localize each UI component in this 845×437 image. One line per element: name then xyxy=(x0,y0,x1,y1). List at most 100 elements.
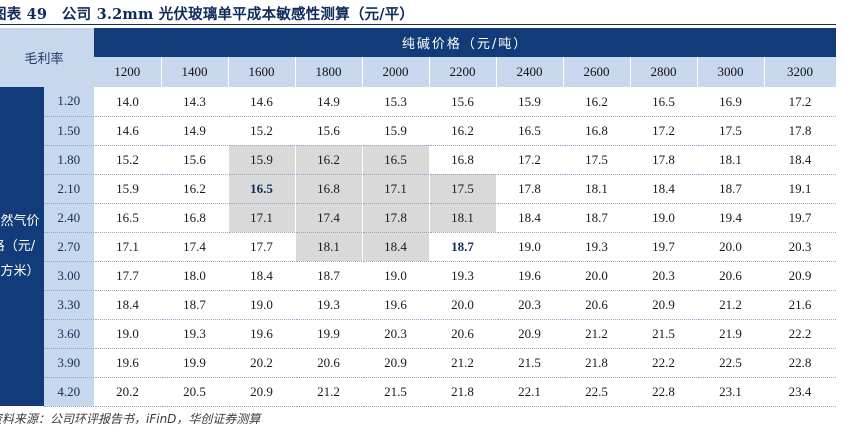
table-cell: 15.6 xyxy=(161,145,229,175)
table-cell: 18.4 xyxy=(228,261,296,291)
column-header-soda-ash-price: 2200 xyxy=(429,57,497,88)
table-cell: 21.2 xyxy=(697,290,765,320)
table-cell: 18.4 xyxy=(496,203,564,233)
column-header-soda-ash-price: 2800 xyxy=(630,57,698,88)
table-cell: 15.9 xyxy=(362,116,430,146)
table-cell: 16.8 xyxy=(161,203,229,233)
table-cell: 17.5 xyxy=(429,174,497,204)
table-cell: 20.9 xyxy=(496,319,564,349)
table-cell: 14.0 xyxy=(94,87,162,117)
table-cell: 20.3 xyxy=(496,290,564,320)
table-cell: 17.4 xyxy=(295,203,363,233)
table-cell: 18.1 xyxy=(295,232,363,262)
column-header-soda-ash-price: 1200 xyxy=(94,57,162,88)
column-header-row: 1200 1400 1600 1800 2000 2200 2400 2600 2800 3000… xyxy=(0,57,837,88)
row-header-gas-price: 1.50 xyxy=(44,116,95,146)
table-cell: 21.5 xyxy=(630,319,698,349)
table-cell: 21.2 xyxy=(429,348,497,378)
table-cell: 17.8 xyxy=(630,145,698,175)
table-cell: 15.3 xyxy=(362,87,430,117)
table-cell: 21.5 xyxy=(362,377,430,407)
table-cell: 20.5 xyxy=(161,377,229,407)
table-cell: 19.6 xyxy=(94,348,162,378)
table-cell: 15.2 xyxy=(228,116,296,146)
table-cell: 19.3 xyxy=(161,319,229,349)
table-cell: 15.2 xyxy=(94,145,162,175)
table-cell: 17.2 xyxy=(496,145,564,175)
row-header-gas-price: 1.20 xyxy=(44,87,95,117)
table-cell: 19.7 xyxy=(630,232,698,262)
table-cell: 16.2 xyxy=(295,145,363,175)
table-cell: 20.3 xyxy=(764,232,837,262)
row-header-gas-price: 3.00 xyxy=(44,261,95,291)
column-header-soda-ash-price: 3000 xyxy=(697,57,765,88)
table-cell: 20.2 xyxy=(94,377,162,407)
table-cell: 16.9 xyxy=(697,87,765,117)
table-cell: 16.8 xyxy=(295,174,363,204)
table-cell: 17.2 xyxy=(764,87,837,117)
table-cell: 19.0 xyxy=(94,319,162,349)
table-cell: 22.5 xyxy=(697,348,765,378)
row-header-gas-price: 2.70 xyxy=(44,232,95,262)
table-cell: 15.6 xyxy=(429,87,497,117)
table-title: 图表 49 公司 3.2mm 光伏玻璃单平成本敏感性测算（元/平） xyxy=(0,6,415,23)
table-cell: 17.4 xyxy=(161,232,229,262)
table-row: 3.90 19.6 19.9 20.2 20.6 20.9 21.2 21.5 21.8 22.2… xyxy=(0,348,837,378)
table-cell: 20.0 xyxy=(563,261,631,291)
table-cell: 14.3 xyxy=(161,87,229,117)
table-cell: 21.8 xyxy=(429,377,497,407)
table-row: 2.70 17.1 17.4 17.7 18.1 18.4 18.7 19.0 19.3 19.7… xyxy=(0,232,837,262)
table-cell: 18.7 xyxy=(161,290,229,320)
table-cell: 20.3 xyxy=(630,261,698,291)
table-cell: 23.4 xyxy=(764,377,837,407)
title-rule xyxy=(0,24,836,25)
table-cell: 19.0 xyxy=(228,290,296,320)
column-header-soda-ash-price: 2000 xyxy=(362,57,430,88)
row-header-gas-price: 4.20 xyxy=(44,377,95,407)
table-cell: 17.5 xyxy=(563,145,631,175)
table-cell: 19.7 xyxy=(764,203,837,233)
table-row: 1.80 15.2 15.6 15.9 16.2 16.5 16.8 17.2 17.5 17.8… xyxy=(0,145,837,175)
table-cell: 21.8 xyxy=(563,348,631,378)
table-cell: 18.1 xyxy=(563,174,631,204)
table-cell: 15.9 xyxy=(496,87,564,117)
table-cell: 17.1 xyxy=(228,203,296,233)
table-row: 2.40 16.5 16.8 17.1 17.4 17.8 18.1 18.4 18.7 19.0… xyxy=(0,203,837,233)
table-cell: 17.7 xyxy=(94,261,162,291)
table-cell: 14.9 xyxy=(295,87,363,117)
table-cell: 17.1 xyxy=(362,174,430,204)
table-cell: 21.5 xyxy=(496,348,564,378)
table-row: 天然气价格（元/立方米）1.2014.014.314.614.915.315.6… xyxy=(0,87,837,406)
table-row: 2.10 15.9 16.2 16.5 16.8 17.1 17.5 17.8 18.1 18.4… xyxy=(0,174,837,204)
table-cell: 18.4 xyxy=(630,174,698,204)
table-cell: 15.9 xyxy=(228,145,296,175)
table-cell: 20.6 xyxy=(563,290,631,320)
table-cell: 22.5 xyxy=(563,377,631,407)
table-cell: 18.7 xyxy=(697,174,765,204)
table-cell: 15.9 xyxy=(94,174,162,204)
corner-label: 毛利率 xyxy=(0,28,95,87)
table-cell: 18.4 xyxy=(94,290,162,320)
table-row: 3.00 17.7 18.0 18.4 18.7 19.0 19.3 19.6 20.0 20.3… xyxy=(0,261,837,291)
table-cell: 16.5 xyxy=(362,145,430,175)
table-cell: 16.8 xyxy=(429,145,497,175)
table-cell: 22.2 xyxy=(630,348,698,378)
column-group-label: 纯碱价格（元/吨） xyxy=(94,28,837,57)
column-header-soda-ash-price: 2600 xyxy=(563,57,631,88)
table-cell: 19.0 xyxy=(362,261,430,291)
column-header-soda-ash-price: 1800 xyxy=(295,57,363,88)
table-cell: 19.4 xyxy=(697,203,765,233)
table-cell: 22.8 xyxy=(630,377,698,407)
table-cell: 19.3 xyxy=(563,232,631,262)
table-cell: 17.5 xyxy=(697,116,765,146)
table-cell: 20.0 xyxy=(429,290,497,320)
table-cell: 17.1 xyxy=(94,232,162,262)
table-cell: 14.9 xyxy=(161,116,229,146)
table-cell: 20.3 xyxy=(362,319,430,349)
table-cell: 21.9 xyxy=(697,319,765,349)
row-header-gas-price: 2.10 xyxy=(44,174,95,204)
table-cell: 16.5 xyxy=(630,87,698,117)
sensitivity-table: 毛利率 纯碱价格（元/吨） 1200 1400 1600 1800 2000 2200 24… xyxy=(0,28,837,407)
table-cell: 16.2 xyxy=(563,87,631,117)
table-cell: 18.1 xyxy=(429,203,497,233)
